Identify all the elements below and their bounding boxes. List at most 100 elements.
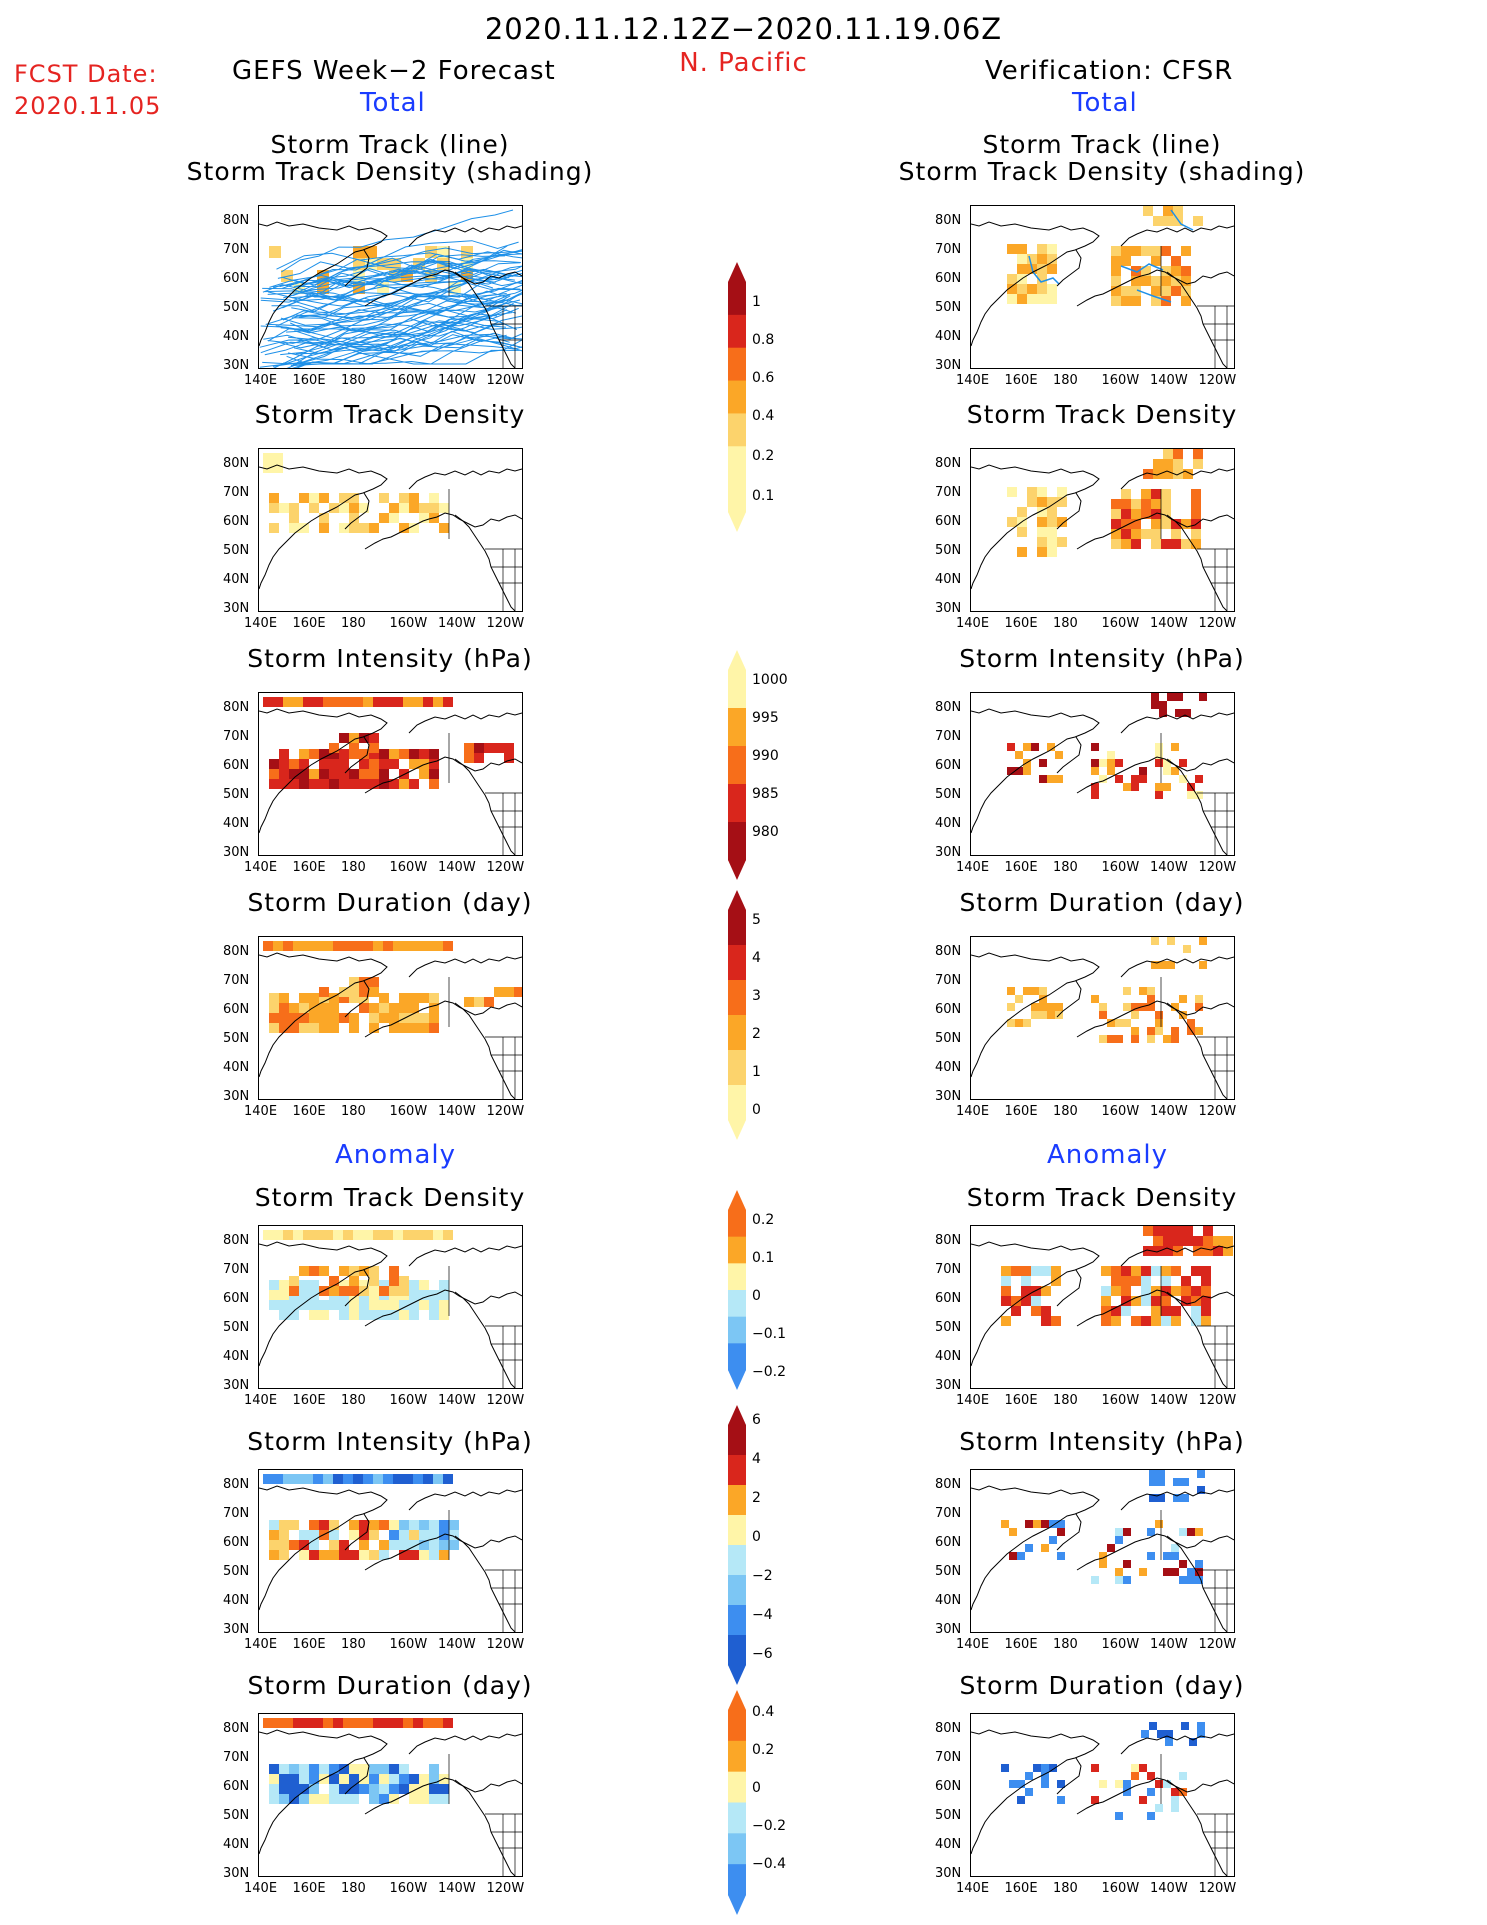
- fc_duration_anom-cell: [419, 1784, 429, 1794]
- fc_density-cell: [409, 523, 419, 533]
- fc_intensity-cell: [429, 769, 439, 779]
- total-label-left: Total: [360, 88, 426, 118]
- fc_intensity_anom-coastline: [454, 1535, 516, 1632]
- ob_density_anom-cell: [1183, 1236, 1193, 1246]
- fc_duration-cell: [484, 997, 494, 1007]
- ob_duration_anom-cell: [1009, 1780, 1017, 1788]
- fc_density_anom-cell: [289, 1286, 299, 1296]
- ob_intensity-lat-tick: 50N: [935, 787, 962, 802]
- ob_duration_anom-cell: [1025, 1788, 1033, 1796]
- ob_density_anom-cell: [1011, 1306, 1021, 1316]
- fc_intensity-cell: [269, 769, 279, 779]
- fc_intensity-cell: [379, 779, 389, 789]
- ob_intensity-lon-tick: 160W: [1101, 860, 1140, 875]
- ob_track-cell: [1151, 296, 1161, 306]
- fc_density_anom-cell: [363, 1230, 373, 1240]
- fc_duration_anom-cell: [423, 1718, 433, 1728]
- fc_intensity_anom-lon-tick: 140W: [438, 1637, 476, 1652]
- fc_density_anom-cell: [379, 1280, 389, 1290]
- fc_density-cell: [263, 453, 273, 463]
- fc_duration-cell: [319, 1013, 329, 1023]
- fc_density_anom-cell: [349, 1300, 359, 1310]
- fc_track-lat-tick: 80N: [223, 213, 250, 228]
- fc_intensity-lon-tick: 140E: [244, 860, 278, 875]
- fc_duration_anom-cell: [339, 1764, 349, 1774]
- ob_density-cell: [1153, 469, 1163, 479]
- fc_duration_anom-cell: [333, 1718, 343, 1728]
- ob_density_anom-lon-tick: 160E: [1004, 1393, 1038, 1408]
- fc_density_anom-lat-tick: 80N: [223, 1233, 250, 1248]
- ob_duration-cell: [1015, 1019, 1023, 1027]
- fc_duration-cell: [494, 987, 504, 997]
- ob_track-lon-tick: 140E: [956, 373, 990, 388]
- ob_density_anom-coastline: [1076, 1245, 1234, 1327]
- fc_density-cell: [319, 513, 329, 523]
- fc_intensity_anom-lon-tick: 140E: [244, 1637, 278, 1652]
- fc_density_anom-cell: [423, 1230, 433, 1240]
- fc_track-track-line: [295, 340, 522, 368]
- fc_density-coastline: [364, 468, 522, 550]
- fc_intensity-cell: [379, 769, 389, 779]
- fc_intensity-cell: [279, 769, 289, 779]
- fc_density-cell: [409, 493, 419, 503]
- ob_density_anom-cell: [1101, 1316, 1111, 1326]
- fc_duration_anom-cell: [383, 1718, 393, 1728]
- fc_intensity_anom-cell: [283, 1474, 293, 1484]
- ob_intensity_anom-cell: [1149, 1494, 1157, 1502]
- fc_duration-cell: [464, 997, 474, 1007]
- ob_density-cell: [1191, 499, 1201, 509]
- fc_intensity_anom-coastline: [485, 1569, 522, 1632]
- fc_duration-lon-tick: 160W: [389, 1104, 428, 1119]
- ob_density-cell: [1131, 509, 1141, 519]
- ob_duration-cell: [1131, 1011, 1139, 1019]
- fc_intensity_anom-cell: [263, 1474, 273, 1484]
- fc_duration_anom-cell: [369, 1764, 379, 1774]
- fc_intensity-cell: [399, 779, 409, 789]
- fc_density_anom-cell: [279, 1280, 289, 1290]
- ob_density_anom-cell: [1223, 1246, 1233, 1256]
- ob_duration-cell: [1107, 1035, 1115, 1043]
- ob_intensity-cell: [1187, 791, 1195, 799]
- fc_density_anom-lat-tick: 40N: [223, 1349, 250, 1364]
- ob_density_anom-cell: [1011, 1296, 1021, 1306]
- fc_intensity_anom-cell: [449, 1540, 459, 1550]
- fc_intensity-cell: [389, 749, 399, 759]
- fc_density-map: [258, 448, 523, 612]
- fc_intensity_anom-cell: [349, 1530, 359, 1540]
- ob_density-coastline: [1197, 548, 1234, 611]
- fc_track-lat-tick: 50N: [223, 300, 250, 315]
- fcst-label: FCST Date:: [14, 60, 158, 88]
- fc_duration-cell: [349, 1023, 359, 1033]
- ob_track-cell: [1017, 264, 1027, 274]
- fc_density-cell: [289, 523, 299, 533]
- fc_density_anom-cell: [439, 1290, 449, 1300]
- fc_density_anom-cell: [349, 1286, 359, 1296]
- ob_density_anom-coastline: [1056, 1269, 1082, 1307]
- ob_duration-cell: [1151, 961, 1159, 969]
- ob_duration_anom-lon-tick: 160W: [1101, 1881, 1140, 1896]
- fc_duration_anom-cell: [263, 1718, 273, 1728]
- ob_intensity_anom-cell: [1149, 1478, 1157, 1486]
- ob_duration-coastline: [1197, 1036, 1234, 1099]
- fc_intensity-cell: [423, 697, 433, 707]
- ob_density_anom-cell: [1051, 1266, 1061, 1276]
- ob_intensity_anom-lat-tick: 80N: [935, 1477, 962, 1492]
- ob_intensity_anom-cell: [1057, 1520, 1065, 1528]
- fc_duration-cell: [369, 1013, 379, 1023]
- fc_density-cell: [279, 503, 289, 513]
- fc_intensity_anom-cell: [429, 1520, 439, 1530]
- ob_density_anom-cell: [1173, 1236, 1183, 1246]
- ob_intensity_anom-coastline: [1197, 1569, 1234, 1632]
- fc_intensity-lat-tick: 30N: [223, 845, 250, 860]
- fc_duration_anom-cell: [269, 1794, 279, 1804]
- fc_duration_anom-cell: [389, 1784, 399, 1794]
- ob_density-cell: [1171, 539, 1181, 549]
- ob_track-cell: [1111, 276, 1121, 286]
- fc_density_anom-cell: [379, 1310, 389, 1320]
- ob_intensity_anom-cell: [1149, 1470, 1157, 1478]
- fc_duration_anom-cell: [369, 1774, 379, 1784]
- cb_density-label: 0.8: [752, 332, 775, 348]
- fc_intensity_anom-cell: [299, 1540, 309, 1550]
- fc_duration-lon-tick: 140E: [244, 1104, 278, 1119]
- fc_intensity-cell: [359, 733, 369, 743]
